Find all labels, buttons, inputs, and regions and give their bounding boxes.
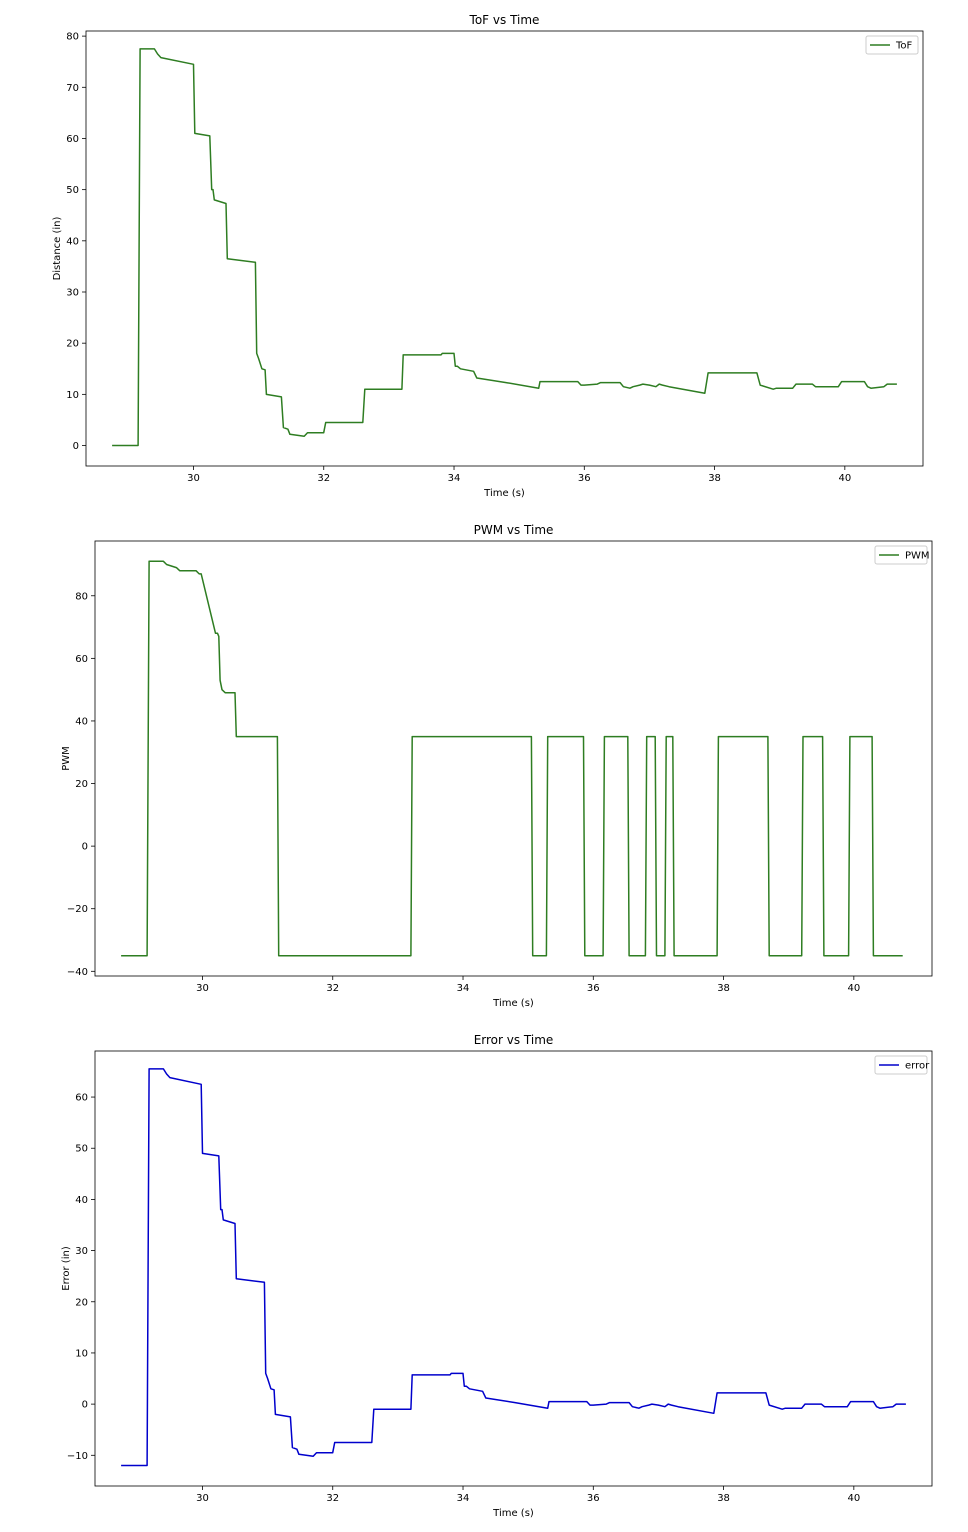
x-tick-label: 40 <box>838 473 851 484</box>
x-tick-label: 32 <box>317 473 330 484</box>
legend-box <box>874 545 928 565</box>
y-tick-label: −20 <box>67 904 88 915</box>
legend: error <box>874 1055 930 1075</box>
legend-entry-label: error <box>905 1061 930 1072</box>
chart-title: ToF vs Time <box>469 13 540 27</box>
chart-error-vs-time: Error vs Time Time (s) Error (in) 30 32 34… <box>61 1033 933 1519</box>
x-tick-label: 38 <box>708 473 721 484</box>
y-tick-label: 50 <box>66 185 79 196</box>
plot-frame <box>94 540 933 977</box>
y-tick-label: −10 <box>67 1451 88 1462</box>
x-axis-label: Time (s) <box>483 488 525 499</box>
legend: ToF <box>865 35 919 55</box>
series-line-pwm <box>121 560 903 957</box>
y-tick-label: 20 <box>66 339 79 350</box>
y-tick-label: −40 <box>67 967 88 978</box>
y-tick-label: 20 <box>75 1297 88 1308</box>
x-tick-label: 34 <box>457 983 470 994</box>
x-axis-label: Time (s) <box>492 1508 534 1519</box>
x-tick-label: 30 <box>196 1493 209 1504</box>
chart-tof-vs-time: ToF vs Time Time (s) Distance (in) 30 32 3… <box>52 13 924 499</box>
y-axis-label: Distance (in) <box>52 216 63 280</box>
chart-title: PWM vs Time <box>474 523 554 537</box>
chart-pwm-vs-time: PWM vs Time Time (s) PWM 30 32 34 36 38 40 −40… <box>61 523 933 1009</box>
y-tick-label: 50 <box>75 1144 88 1155</box>
plot-frame <box>94 1050 933 1487</box>
x-tick-label: 32 <box>326 983 339 994</box>
y-tick-label: 60 <box>75 654 88 665</box>
series-line-tof <box>112 48 897 447</box>
x-tick-label: 30 <box>196 983 209 994</box>
y-tick-label: 0 <box>82 842 88 853</box>
y-tick-label: 0 <box>73 441 79 452</box>
legend-entry-label: PWM <box>905 551 930 562</box>
x-tick-label: 38 <box>717 1493 730 1504</box>
x-tick-label: 36 <box>587 1493 600 1504</box>
chart-title: Error vs Time <box>474 1033 554 1047</box>
y-tick-label: 30 <box>66 288 79 299</box>
y-tick-label: 40 <box>66 236 79 247</box>
x-tick-label: 34 <box>448 473 461 484</box>
y-tick-label: 10 <box>75 1348 88 1359</box>
x-tick-label: 30 <box>187 473 200 484</box>
legend: PWM <box>874 545 930 565</box>
x-tick-label: 40 <box>847 1493 860 1504</box>
x-axis-label: Time (s) <box>492 998 534 1009</box>
y-tick-label: 20 <box>75 779 88 790</box>
y-tick-label: 70 <box>66 83 79 94</box>
y-tick-label: 40 <box>75 1195 88 1206</box>
y-tick-label: 80 <box>66 32 79 43</box>
x-tick-label: 34 <box>457 1493 470 1504</box>
legend-entry-label: ToF <box>895 41 913 52</box>
x-tick-label: 36 <box>578 473 591 484</box>
x-tick-label: 36 <box>587 983 600 994</box>
y-tick-label: 40 <box>75 716 88 727</box>
x-tick-label: 40 <box>847 983 860 994</box>
y-axis-label: PWM <box>61 746 72 771</box>
legend-box <box>865 35 919 55</box>
plot-frame <box>85 30 924 467</box>
y-tick-label: 0 <box>82 1400 88 1411</box>
legend-box <box>874 1055 928 1075</box>
y-tick-label: 10 <box>66 390 79 401</box>
y-tick-label: 30 <box>75 1246 88 1257</box>
y-tick-label: 80 <box>75 591 88 602</box>
x-tick-label: 38 <box>717 983 730 994</box>
y-tick-label: 60 <box>75 1093 88 1104</box>
x-tick-label: 32 <box>326 1493 339 1504</box>
y-axis-label: Error (in) <box>61 1246 72 1291</box>
series-line-error <box>121 1068 906 1467</box>
y-tick-label: 60 <box>66 134 79 145</box>
